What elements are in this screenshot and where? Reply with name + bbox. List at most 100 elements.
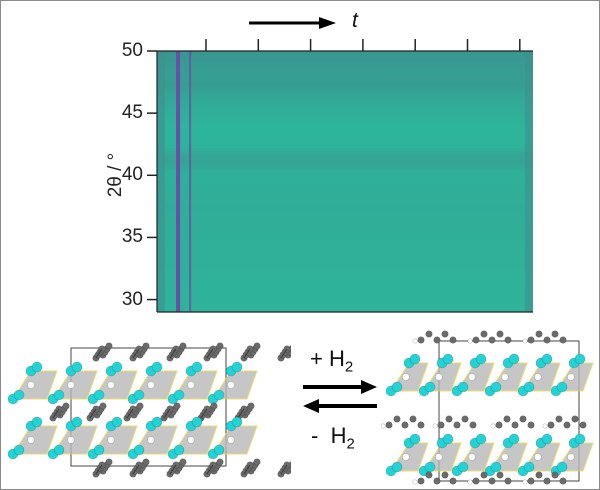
- hydrogen-atom: [412, 338, 418, 344]
- metal-atom: [435, 453, 443, 461]
- halide-atom: [523, 381, 535, 393]
- y-tick-label: 50: [121, 40, 143, 61]
- carbon-atom: [393, 415, 401, 423]
- carbon-atom: [551, 330, 559, 338]
- halide-atom: [409, 433, 421, 445]
- polyhedron: [172, 370, 218, 400]
- metal-atom: [567, 373, 575, 381]
- carbon-atom: [425, 330, 433, 338]
- carbon-atom: [488, 336, 496, 344]
- carbon-atom: [417, 477, 425, 485]
- low-intensity-region: [157, 152, 533, 167]
- carbon-atom: [480, 471, 488, 479]
- x-axis-label: t: [352, 9, 358, 32]
- carbon-atom: [535, 330, 543, 338]
- halide-atom: [556, 461, 568, 473]
- metal-atom: [27, 381, 35, 389]
- halide-atom: [111, 361, 123, 373]
- carbon-atom: [401, 421, 409, 429]
- halide-atom: [213, 389, 225, 401]
- species: H: [328, 346, 345, 371]
- carbon-atom: [210, 402, 218, 410]
- carbon-atom: [253, 342, 261, 350]
- y-tick-label: 45: [121, 102, 143, 124]
- carbon-atom: [496, 330, 504, 338]
- organic-chain: [467, 471, 512, 485]
- carbon-atom: [563, 421, 571, 429]
- hydrogen-atom: [522, 338, 528, 344]
- carbon-atom: [409, 415, 417, 423]
- halide-atom: [93, 444, 105, 456]
- time-arrow-icon: [249, 17, 336, 29]
- carbon-atom: [449, 336, 457, 344]
- carbon-atom: [559, 477, 567, 485]
- halide-atom: [490, 461, 502, 473]
- carbon-atom: [417, 421, 425, 429]
- halide-atom: [151, 361, 163, 373]
- hydrogen-atom: [467, 338, 473, 344]
- halide-atom: [191, 361, 203, 373]
- carbon-atom: [105, 458, 113, 466]
- carbon-atom: [469, 421, 477, 429]
- bond: [163, 408, 171, 419]
- hydrogen-atom: [381, 423, 386, 429]
- carbon-atom: [579, 421, 587, 429]
- halide-atom: [133, 444, 145, 456]
- bond: [95, 464, 103, 475]
- carbon-atom: [142, 342, 150, 350]
- carbon-stack: [160, 402, 181, 422]
- halide-atom: [173, 389, 185, 401]
- carbon-atom: [555, 415, 563, 423]
- carbon-atom: [417, 336, 425, 344]
- polyhedron: [212, 425, 258, 455]
- subscript: 2: [346, 435, 355, 453]
- halide-atom: [508, 353, 520, 365]
- carbon-atom: [480, 330, 488, 338]
- polyhedron: [12, 370, 58, 400]
- carbon-atom: [441, 330, 449, 338]
- bond: [206, 348, 214, 359]
- polyhedron: [92, 370, 138, 400]
- bond: [169, 348, 177, 359]
- organic-chain: [522, 330, 567, 344]
- halide-layer: [7, 361, 258, 405]
- carbon-atom: [472, 477, 480, 485]
- carbon-atom: [543, 336, 551, 344]
- bond: [132, 348, 140, 359]
- halide-atom: [111, 416, 123, 428]
- halide-atom: [541, 353, 553, 365]
- polyhedron: [92, 425, 138, 455]
- carbon-atom: [527, 336, 535, 344]
- halide-atom: [574, 433, 586, 445]
- forward-reaction-label: + H2: [310, 346, 353, 375]
- organic-chain: [412, 471, 457, 485]
- carbon-atom: [179, 458, 187, 466]
- bond: [126, 408, 134, 419]
- halide-atom: [424, 461, 436, 473]
- carbon-atom: [543, 477, 551, 485]
- hydrogen-atom: [467, 479, 473, 485]
- carbon-atom: [488, 477, 496, 485]
- halide-atom: [475, 353, 487, 365]
- halide-atom: [442, 353, 454, 365]
- halide-atom: [71, 361, 83, 373]
- metal-atom: [67, 381, 75, 389]
- y-tick-label: 30: [121, 288, 143, 310]
- carbon-stack: [92, 458, 113, 478]
- carbon-stack: [49, 402, 70, 422]
- carbon-atom: [445, 415, 453, 423]
- bond: [200, 408, 208, 419]
- halide-atom: [31, 416, 43, 428]
- species: H: [330, 423, 347, 448]
- carbon-atom: [519, 415, 527, 423]
- carbon-atom: [253, 458, 261, 466]
- bond: [280, 348, 288, 359]
- carbon-stack: [92, 342, 113, 362]
- heatmap-chart: [147, 39, 533, 313]
- carbon-atom: [453, 421, 461, 429]
- halide-atom: [53, 444, 65, 456]
- halide-atom: [409, 353, 421, 365]
- metal-atom: [402, 373, 410, 381]
- carbon-atom: [437, 421, 445, 429]
- metal-atom: [107, 436, 115, 444]
